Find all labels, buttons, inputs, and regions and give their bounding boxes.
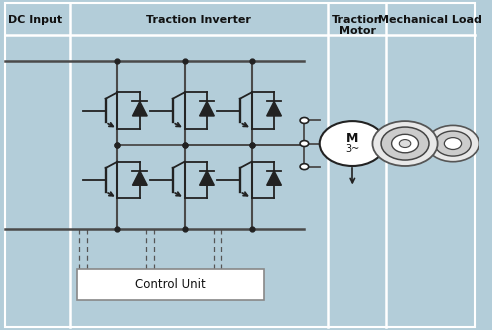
Polygon shape	[200, 102, 215, 116]
Polygon shape	[132, 102, 147, 116]
Text: Traction Inverter: Traction Inverter	[147, 15, 251, 25]
Polygon shape	[267, 171, 281, 185]
Text: Control Unit: Control Unit	[135, 278, 206, 291]
Circle shape	[427, 125, 479, 162]
Polygon shape	[267, 102, 281, 116]
Circle shape	[381, 127, 429, 160]
Text: Mechanical Load: Mechanical Load	[378, 15, 482, 25]
Circle shape	[300, 117, 308, 123]
Circle shape	[300, 141, 308, 147]
Bar	[77, 269, 264, 300]
Polygon shape	[200, 171, 215, 185]
Text: 3~: 3~	[345, 144, 360, 154]
Circle shape	[444, 138, 461, 149]
Circle shape	[300, 164, 308, 170]
Circle shape	[372, 121, 438, 166]
Circle shape	[435, 131, 471, 156]
Text: Traction
Motor: Traction Motor	[332, 15, 382, 36]
Circle shape	[392, 134, 419, 153]
Text: M: M	[346, 132, 359, 146]
Polygon shape	[132, 171, 147, 185]
Circle shape	[400, 140, 411, 148]
Circle shape	[320, 121, 385, 166]
Text: DC Input: DC Input	[8, 15, 62, 25]
